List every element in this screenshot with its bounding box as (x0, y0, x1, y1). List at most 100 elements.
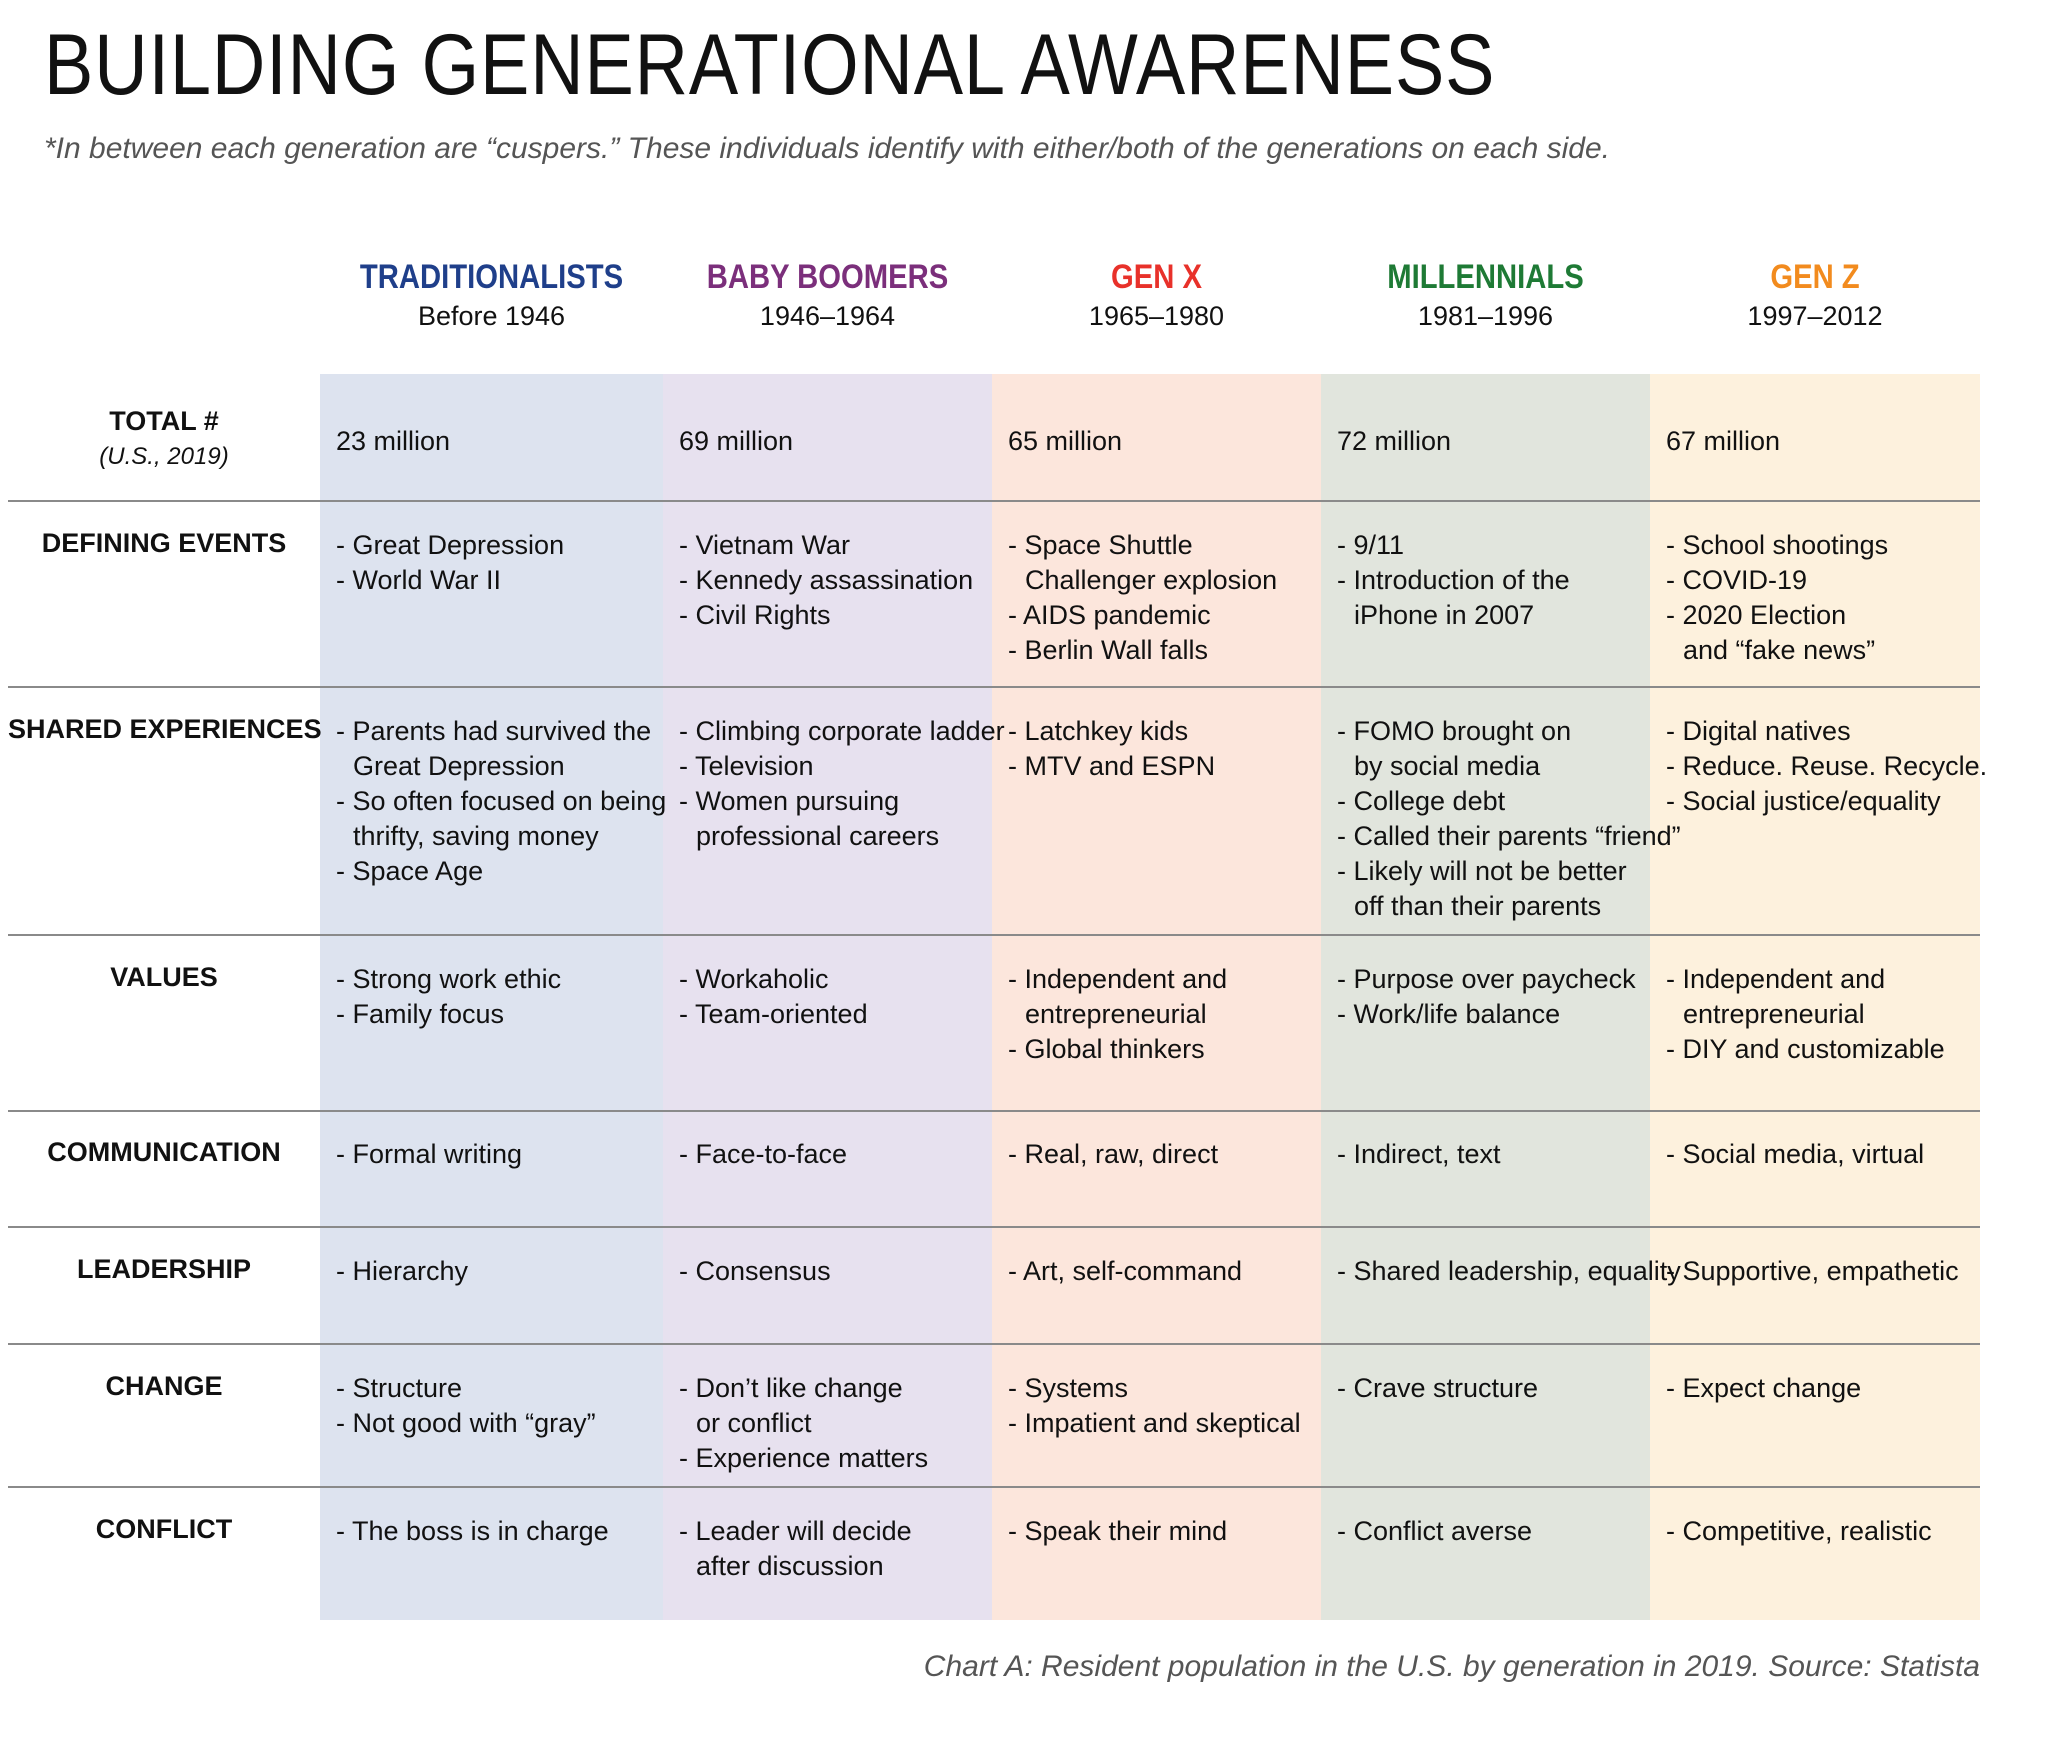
cell-item: - Social justice/equality (1666, 786, 1941, 816)
cell-item: - Formal writing (336, 1139, 523, 1169)
cell-item: - School shootings (1666, 530, 1889, 560)
generation-name: MILLENNIALS (1387, 258, 1584, 296)
cell-item: - Space Age (336, 856, 484, 886)
table-cell: - Systems - Impatient and skeptical (1008, 1371, 1317, 1441)
cell-item: - Women pursuing (679, 786, 900, 816)
cell-item: - Don’t like change (679, 1373, 903, 1403)
table-cell: - Conflict averse (1337, 1514, 1646, 1549)
cell-item: - Crave structure (1337, 1373, 1539, 1403)
row-label: LEADERSHIP (8, 1254, 320, 1285)
cell-item: - Family focus (336, 999, 505, 1029)
generation-years: Before 1946 (417, 301, 566, 332)
cell-item: - Parents had survived the (336, 716, 652, 746)
cell-item: - Global thinkers (1008, 1034, 1205, 1064)
cell-item: - Independent and (1666, 964, 1886, 994)
cell-item: - World War II (336, 565, 502, 595)
column-band (992, 374, 1321, 1620)
row-label-text: CONFLICT (95, 1514, 233, 1544)
table-cell: - Indirect, text (1337, 1137, 1646, 1172)
column-band (1650, 374, 1980, 1620)
cell-item: off than their parents (1354, 891, 1602, 921)
cell-item: - Reduce. Reuse. Recycle. (1666, 751, 1988, 781)
cell-item: - Vietnam War (679, 530, 851, 560)
row-divider (8, 1343, 1980, 1345)
cell-item: - Purpose over paycheck (1337, 964, 1636, 994)
generation-name: GEN X (1111, 258, 1202, 296)
cell-item: - MTV and ESPN (1008, 751, 1216, 781)
generation-header: GEN Z 1997–2012 (1650, 258, 1980, 348)
generation-name: TRADITIONALISTS (359, 258, 624, 296)
table-cell: - Leader will decide after discussion (679, 1514, 988, 1584)
cell-item: - Kennedy assassination (679, 565, 974, 595)
cell-item: by social media (1354, 751, 1541, 781)
cell-item: - Systems (1008, 1373, 1129, 1403)
cell-item: - Leader will decide (679, 1516, 912, 1546)
table-cell: - Parents had survived the Great Depressi… (336, 714, 666, 889)
row-label: TOTAL # (U.S., 2019) (8, 406, 320, 471)
cell-item: - Hierarchy (336, 1256, 469, 1286)
table-cell: - Don’t like change or conflict - Experien… (679, 1371, 988, 1476)
cell-item: - COVID-19 (1666, 565, 1808, 595)
cell-item: after discussion (696, 1551, 884, 1581)
generation-name: GEN Z (1770, 258, 1860, 296)
row-label: COMMUNICATION (8, 1137, 320, 1168)
cell-item: - Work/life balance (1337, 999, 1561, 1029)
table-cell: - Speak their mind (1008, 1514, 1317, 1549)
generation-years: 1997–2012 (1747, 301, 1883, 332)
table-cell: - Art, self-command (1008, 1254, 1317, 1289)
table-cell: 23 million (336, 424, 659, 459)
cell-item: or conflict (696, 1408, 812, 1438)
generation-years: 1946–1964 (759, 301, 896, 332)
cell-item: - Television (679, 751, 814, 781)
table-cell: - 9/11 - Introduction of the iPhone in 200… (1337, 528, 1646, 633)
subtitle-note: *In between each generation are “cuspers… (44, 132, 1610, 165)
cell-item: - DIY and customizable (1666, 1034, 1945, 1064)
cell-item: - Expect change (1666, 1373, 1862, 1403)
cell-item: - AIDS pandemic (1008, 600, 1211, 630)
table-cell: - Independent and entrepreneurial - DIY an… (1666, 962, 1976, 1067)
cell-item: - Face-to-face (679, 1139, 848, 1169)
cell-item: - FOMO brought on (1337, 716, 1572, 746)
cell-item: and “fake news” (1683, 635, 1876, 665)
generation-header: BABY BOOMERS 1946–1964 (663, 258, 992, 348)
cell-item: - Indirect, text (1337, 1139, 1501, 1169)
table-cell: - Purpose over paycheck - Work/life balan… (1337, 962, 1646, 1032)
table-cell: - Climbing corporate ladder - Television -… (679, 714, 1005, 854)
table-cell: - Consensus (679, 1254, 988, 1289)
generation-years: 1965–1980 (1088, 301, 1225, 332)
cell-item: 72 million (1337, 426, 1452, 456)
column-band (1321, 374, 1650, 1620)
table-cell: - Supportive, empathetic (1666, 1254, 1976, 1289)
table-cell: 69 million (679, 424, 988, 459)
table-cell: - Real, raw, direct (1008, 1137, 1317, 1172)
row-label: VALUES (8, 962, 320, 993)
table-cell: 65 million (1008, 424, 1317, 459)
cell-item: Challenger explosion (1025, 565, 1278, 595)
cell-item: - Art, self-command (1008, 1256, 1243, 1286)
table-cell: 67 million (1666, 424, 1976, 459)
cell-item: - College debt (1337, 786, 1506, 816)
cell-item: entrepreneurial (1025, 999, 1207, 1029)
row-label-text: SHARED EXPERIENCES (8, 714, 322, 744)
row-label: SHARED EXPERIENCES (8, 714, 322, 745)
table-cell: - Structure - Not good with “gray” (336, 1371, 659, 1441)
table-cell: - Formal writing (336, 1137, 659, 1172)
cell-item: - Great Depression (336, 530, 565, 560)
row-label-text: LEADERSHIP (76, 1254, 252, 1284)
cell-item: - Space Shuttle (1008, 530, 1193, 560)
cell-item: - Strong work ethic (336, 964, 562, 994)
cell-item: - Consensus (679, 1256, 831, 1286)
table-cell: - Digital natives - Reduce. Reuse. Recycl… (1666, 714, 1988, 819)
cell-item: - Experience matters (679, 1443, 929, 1473)
cell-item: - Social media, virtual (1666, 1139, 1925, 1169)
cell-item: - Workaholic (679, 964, 829, 994)
page-title: BUILDING GENERATIONAL AWARENESS (44, 17, 1496, 113)
row-label-text: COMMUNICATION (47, 1137, 281, 1167)
cell-item: thrifty, saving money (353, 821, 599, 851)
table-cell: - Competitive, realistic (1666, 1514, 1976, 1549)
column-band (663, 374, 992, 1620)
row-divider (8, 500, 1980, 502)
table-cell: - Great Depression - World War II (336, 528, 659, 598)
cell-item: 23 million (336, 426, 451, 456)
row-label: CONFLICT (8, 1514, 320, 1545)
